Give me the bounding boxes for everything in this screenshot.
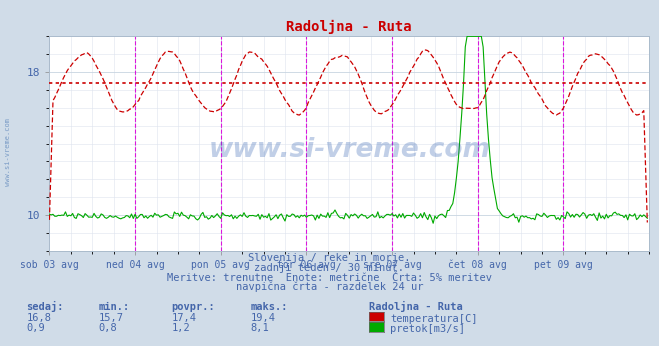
Text: 15,7: 15,7 [99,313,124,323]
Text: zadnji teden / 30 minut.: zadnji teden / 30 minut. [254,263,405,273]
Text: navpična črta - razdelek 24 ur: navpična črta - razdelek 24 ur [236,282,423,292]
Title: Radoljna - Ruta: Radoljna - Ruta [287,20,412,34]
Text: pretok[m3/s]: pretok[m3/s] [390,324,465,334]
Text: www.si-vreme.com: www.si-vreme.com [208,137,490,163]
Text: 0,9: 0,9 [26,323,45,333]
Text: 19,4: 19,4 [250,313,275,323]
Text: temperatura[C]: temperatura[C] [390,314,478,324]
Text: Meritve: trenutne  Enote: metrične  Črta: 5% meritev: Meritve: trenutne Enote: metrične Črta: … [167,273,492,283]
Text: www.si-vreme.com: www.si-vreme.com [5,118,11,186]
Text: povpr.:: povpr.: [171,302,215,312]
Text: maks.:: maks.: [250,302,288,312]
Text: 1,2: 1,2 [171,323,190,333]
Text: 16,8: 16,8 [26,313,51,323]
Text: sedaj:: sedaj: [26,301,64,312]
Text: min.:: min.: [99,302,130,312]
Text: 8,1: 8,1 [250,323,269,333]
Text: 0,8: 0,8 [99,323,117,333]
Text: 17,4: 17,4 [171,313,196,323]
Text: Radoljna - Ruta: Radoljna - Ruta [369,301,463,312]
Text: Slovenija / reke in morje.: Slovenija / reke in morje. [248,253,411,263]
